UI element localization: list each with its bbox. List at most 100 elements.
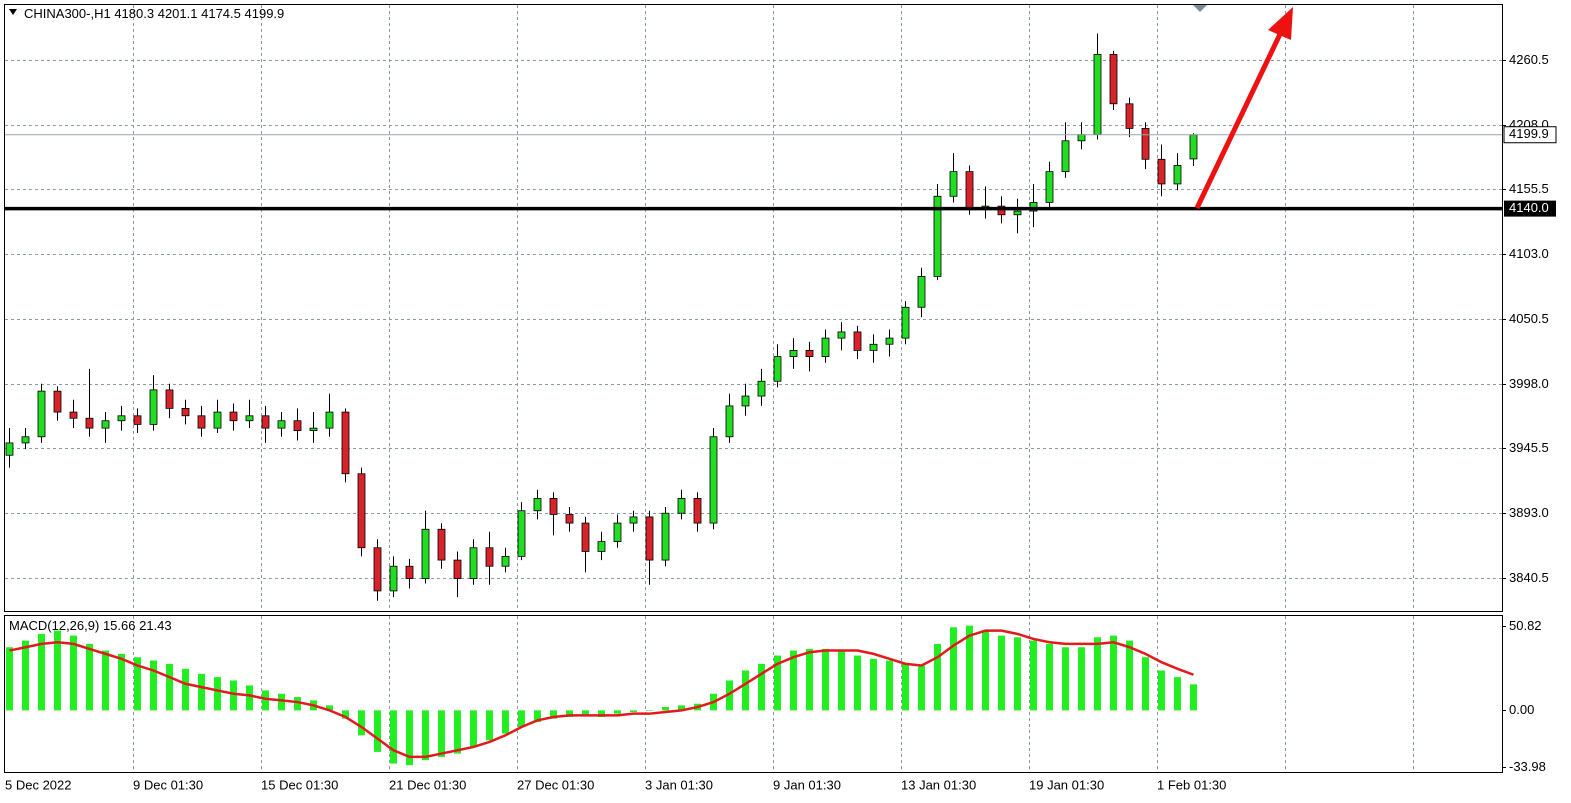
candle-body [357,473,366,549]
candle-body [69,411,78,419]
current-price-box [1503,126,1557,144]
candle-body [5,442,14,456]
macd-bar [838,650,845,711]
candle-body [1029,202,1038,212]
candle-body [101,420,110,429]
open-value: 4180.3 [114,6,154,21]
candle-body [1045,171,1054,203]
candle-body [1061,140,1070,173]
candle-body [709,436,718,524]
candle-body [213,411,222,429]
macd-bar [6,647,13,711]
macd-bar [982,630,989,711]
candle-body [1141,128,1150,160]
low-value: 4174.5 [201,6,241,21]
candle-body [565,514,574,524]
y-tick-label: -33.98 [1509,759,1546,774]
arrow-line [1194,28,1285,210]
close-value: 4199.9 [245,6,285,21]
macd-bar [806,648,813,711]
macd-bar [54,630,61,711]
candle-body [917,276,926,308]
candle-body [293,420,302,431]
macd-bar [614,710,621,714]
candle-body [1077,134,1086,142]
macd-bar [822,648,829,711]
macd-bar [1190,684,1197,711]
high-value: 4201.1 [158,6,198,21]
macd-bar [1126,640,1133,711]
macd-bar [1110,635,1117,711]
candle-body [869,343,878,351]
candle-body [1109,54,1118,105]
macd-bar [422,710,429,761]
macd-bar [678,705,685,711]
candle-body [37,390,46,438]
candle-body [181,407,190,417]
current-price-label: 4199.9 [1509,126,1549,141]
candle-body [965,171,974,210]
candle-body [581,522,590,552]
macd-bar [438,710,445,757]
macd-bar [790,650,797,711]
candle-body [693,498,702,524]
macd-bar [918,665,925,711]
macd-bar [854,655,861,711]
y-tick-label: 3840.5 [1509,570,1549,585]
candle-body [1189,134,1198,160]
candle-body [53,390,62,413]
macd-bar [246,685,253,711]
shift-marker [1193,5,1207,12]
macd-bar [182,668,189,711]
macd-bar [1030,640,1037,711]
symbol: CHINA300-,H1 [24,6,111,21]
x-tick-label: 15 Dec 01:30 [261,777,338,792]
macd-bar [1174,677,1181,711]
macd-bar [662,707,669,711]
macd-value: 15.66 [103,618,136,633]
macd-bar [198,673,205,711]
signal-line [9,629,1194,759]
candle-body [261,415,270,429]
macd-bar [966,625,973,711]
candle-body [677,498,686,514]
candle-body [229,411,238,422]
candle-body [149,389,158,425]
x-tick-label: 19 Jan 01:30 [1029,777,1104,792]
candle-body [1157,158,1166,185]
candle-body [725,405,734,438]
y-tick-label: 0.00 [1509,702,1534,717]
macd-bar [1014,637,1021,711]
macd-bar [262,690,269,711]
candle-body [405,565,414,579]
candle-body [789,350,798,357]
macd-bar [150,660,157,711]
macd-bar [1094,637,1101,711]
signal-value: 21.43 [139,618,172,633]
candle-body [133,415,142,425]
macd-bar [166,663,173,711]
candle-body [245,415,254,422]
macd-bar [326,705,333,711]
candle-body [949,171,958,197]
candle-body [197,415,206,429]
candle-body [629,516,638,524]
y-tick-label: 4155.5 [1509,181,1549,196]
candle-body [309,427,318,431]
candle-body [325,411,334,429]
macd-bar [38,633,45,711]
candle-body [613,522,622,542]
macd-bar [726,680,733,711]
x-tick-label: 3 Jan 01:30 [645,777,713,792]
candle-body [485,547,494,567]
candle-body [837,331,846,339]
macd-bar [406,710,413,766]
candle-body [469,547,478,579]
macd-bar [86,643,93,711]
macd-bar [1062,647,1069,711]
macd-bar [1078,647,1085,711]
y-tick-label: 4050.5 [1509,311,1549,326]
candle-body [85,417,94,429]
candle-body [1125,103,1134,129]
